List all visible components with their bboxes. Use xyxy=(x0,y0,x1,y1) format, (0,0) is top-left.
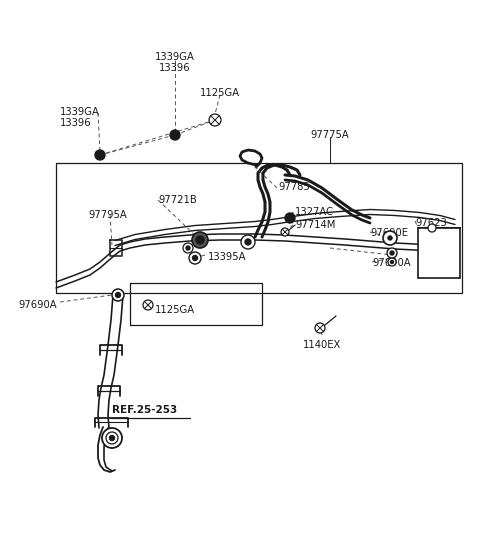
Circle shape xyxy=(183,243,193,253)
Text: 97623: 97623 xyxy=(415,218,447,228)
FancyBboxPatch shape xyxy=(418,228,460,278)
Circle shape xyxy=(106,432,118,444)
Circle shape xyxy=(196,236,204,244)
Circle shape xyxy=(112,289,124,301)
Text: 97785: 97785 xyxy=(278,182,310,192)
Circle shape xyxy=(116,293,120,298)
Circle shape xyxy=(383,231,397,245)
Circle shape xyxy=(285,213,295,223)
Text: 97714M: 97714M xyxy=(295,220,336,230)
Text: 1140EX: 1140EX xyxy=(303,340,341,350)
Circle shape xyxy=(387,248,397,258)
Circle shape xyxy=(109,435,115,440)
Circle shape xyxy=(428,224,436,232)
Circle shape xyxy=(281,228,289,236)
Text: 1125GA: 1125GA xyxy=(155,305,195,315)
Circle shape xyxy=(388,236,392,240)
Circle shape xyxy=(95,150,105,160)
Circle shape xyxy=(390,251,394,255)
Circle shape xyxy=(143,300,153,310)
Text: 97690E: 97690E xyxy=(370,228,408,238)
Circle shape xyxy=(189,252,201,264)
Circle shape xyxy=(192,232,208,248)
Text: 1339GA
13396: 1339GA 13396 xyxy=(60,107,100,128)
Circle shape xyxy=(186,246,190,250)
Circle shape xyxy=(209,114,221,126)
Circle shape xyxy=(245,239,251,245)
Circle shape xyxy=(388,258,396,266)
Circle shape xyxy=(170,130,180,140)
Circle shape xyxy=(391,260,394,264)
Circle shape xyxy=(315,323,325,333)
Circle shape xyxy=(192,255,197,260)
Text: 97721B: 97721B xyxy=(158,195,197,205)
Circle shape xyxy=(241,235,255,249)
Text: 97690A: 97690A xyxy=(372,258,410,268)
Text: 13395A: 13395A xyxy=(208,252,247,262)
Text: REF.25-253: REF.25-253 xyxy=(112,405,177,415)
Text: 97775A: 97775A xyxy=(311,130,349,140)
Text: 97795A: 97795A xyxy=(88,210,127,220)
Circle shape xyxy=(102,428,122,448)
Text: 97690A: 97690A xyxy=(18,300,57,310)
Text: 1327AC: 1327AC xyxy=(295,207,334,217)
Text: 1125GA: 1125GA xyxy=(200,88,240,98)
Text: 1339GA
13396: 1339GA 13396 xyxy=(155,52,195,73)
